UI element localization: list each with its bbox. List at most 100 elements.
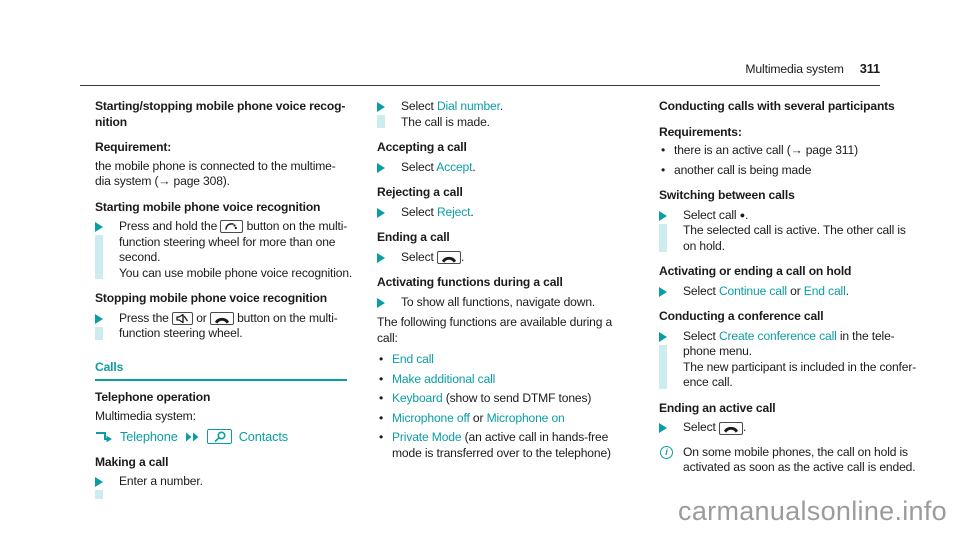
list-item: Keyboard (show to send DTMF tones) xyxy=(377,391,629,407)
instruction-result: ence call. xyxy=(683,375,733,389)
watermark: carmanualsonline.info xyxy=(678,496,947,526)
instruction-conference: Select Create conference call in the tel… xyxy=(659,328,917,391)
instruction-enter-number: Enter a number. xyxy=(95,474,347,499)
header-rule xyxy=(80,85,880,86)
instruction-reject: Select Reject. xyxy=(377,205,629,221)
column-left: Starting/stopping mobile phone voice rec… xyxy=(95,99,353,499)
heading-telephone-operation: Telephone operation xyxy=(95,390,211,404)
info-icon: i xyxy=(660,445,673,459)
voice-cancel-button-icon xyxy=(171,311,193,325)
multimedia-system-label: Multimedia system: xyxy=(95,408,196,423)
instruction-start-voice: Press and hold the button on the multi- … xyxy=(95,219,353,281)
heading-rejecting-a-call: Rejecting a call xyxy=(377,185,463,199)
instruction-arrow-icon xyxy=(377,252,385,263)
instruction-arrow-icon xyxy=(377,102,385,112)
page-header: Multimedia system 311 xyxy=(745,61,880,78)
list-item: Make additional call xyxy=(377,372,629,388)
search-contacts-icon xyxy=(206,429,232,445)
instruction-arrow-icon xyxy=(377,207,385,218)
heading-stopping-voice-recognition: Stopping mobile phone voice recognition xyxy=(95,291,327,305)
info-note: i On some mobile phones, the call on hol… xyxy=(659,445,916,476)
instruction-result: You can use mobile phone voice recogniti… xyxy=(119,265,353,280)
end-call-button-icon xyxy=(209,312,234,325)
instruction-bar xyxy=(95,326,103,340)
heading-starting-voice-recognition: Starting mobile phone voice recognition xyxy=(95,199,321,214)
requirements-list: there is an active call (→ page 311) ano… xyxy=(659,143,911,178)
heading-ending-active-call: Ending an active call xyxy=(659,400,776,415)
instruction-result: The new participant is included in the c… xyxy=(683,359,917,374)
menu-path-telephone: Telephone xyxy=(120,429,178,444)
requirement-text: the mobile phone is connected to the mul… xyxy=(95,158,336,189)
instruction-arrow-icon xyxy=(659,423,667,433)
end-call-button-icon xyxy=(718,421,743,435)
heading-call-on-hold: Activating or ending a call on hold xyxy=(659,264,852,278)
instruction-arrow-icon xyxy=(659,286,667,297)
menu-path-contacts: Contacts xyxy=(238,429,289,444)
instruction-hold: Select Continue call or End call. xyxy=(659,284,911,300)
heading-activating-functions: Activating functions during a call xyxy=(377,275,563,289)
end-call-button-icon xyxy=(436,251,461,264)
instruction-bar xyxy=(377,115,385,128)
instruction-show-functions: To show all functions, navigate down. xyxy=(377,295,629,311)
requirements-label: Requirements: xyxy=(659,124,742,139)
list-item: End call xyxy=(377,352,629,368)
requirement-label: Requirement: xyxy=(95,140,172,154)
list-item: Microphone off or Microphone on xyxy=(377,411,629,427)
instruction-arrow-icon xyxy=(377,297,385,308)
menu-path: Telephone Contacts xyxy=(95,429,347,445)
instruction-bar xyxy=(659,223,667,252)
link-private-mode: Private Mode xyxy=(392,430,462,444)
link-microphone-on: Microphone on xyxy=(486,410,565,425)
heading-voice-recognition: Starting/stopping mobile phone voice rec… xyxy=(95,99,346,129)
heading-accepting-a-call: Accepting a call xyxy=(377,140,467,154)
instruction-switch-call: Select call ●. The selected call is acti… xyxy=(659,208,911,255)
functions-intro: The following functions are available du… xyxy=(377,315,613,345)
list-item: Private Mode (an active call in hands-fr… xyxy=(377,430,629,461)
content-columns: Starting/stopping mobile phone voice rec… xyxy=(95,99,917,499)
instruction-end-call: Select . xyxy=(377,250,629,266)
instruction-result: on hold. xyxy=(683,238,725,253)
link-create-conference-call: Create conference call xyxy=(718,328,837,343)
heading-several-participants: Conducting calls with several participan… xyxy=(659,99,895,113)
instruction-arrow-icon xyxy=(95,222,103,232)
list-item: there is an active call (→ page 311) xyxy=(659,143,911,159)
heading-ending-a-call: Ending a call xyxy=(377,230,450,244)
call-dot-icon: ● xyxy=(739,209,745,220)
voice-control-button-icon xyxy=(220,220,244,233)
instruction-bar xyxy=(95,235,103,279)
link-microphone-off: Microphone off xyxy=(392,410,470,425)
instruction-accept: Select Accept. xyxy=(377,160,629,176)
double-chevron-icon xyxy=(185,432,200,442)
header-section-title: Multimedia system xyxy=(745,62,844,76)
link-end-call: End call xyxy=(803,283,846,298)
link-accept: Accept xyxy=(436,159,473,174)
instruction-arrow-icon xyxy=(95,477,103,487)
instruction-bar xyxy=(659,344,667,389)
link-end-call: End call xyxy=(392,352,434,366)
column-middle: Select Dial number. The call is made. Ac… xyxy=(377,99,629,498)
link-continue-call: Continue call xyxy=(718,283,787,298)
link-keyboard: Keyboard xyxy=(392,391,443,405)
menu-path-arrow-icon xyxy=(95,430,113,443)
instruction-end-active-call: Select . xyxy=(659,420,911,436)
list-item: another call is being made xyxy=(659,163,911,179)
instruction-bar xyxy=(95,490,103,499)
column-right: Conducting calls with several participan… xyxy=(659,99,917,498)
instruction-dial-number: Select Dial number. The call is made. xyxy=(377,99,629,130)
functions-list: End call Make additional call Keyboard (… xyxy=(377,352,629,461)
heading-conference-call: Conducting a conference call xyxy=(659,309,824,323)
instruction-arrow-icon xyxy=(659,331,667,342)
instruction-result: The call is made. xyxy=(401,114,490,129)
link-dial-number: Dial number xyxy=(436,99,500,113)
instruction-arrow-icon xyxy=(377,162,385,173)
link-make-additional-call: Make additional call xyxy=(392,371,496,386)
section-title-calls: Calls xyxy=(95,360,347,381)
instruction-result: The selected call is active. The other c… xyxy=(683,223,906,237)
instruction-arrow-icon xyxy=(659,210,667,221)
instruction-arrow-icon xyxy=(95,313,103,324)
page-number: 311 xyxy=(859,61,880,76)
link-reject: Reject xyxy=(436,204,471,219)
instruction-stop-voice: Press the or button on the multi- functi… xyxy=(95,311,347,342)
heading-making-a-call: Making a call xyxy=(95,454,169,469)
